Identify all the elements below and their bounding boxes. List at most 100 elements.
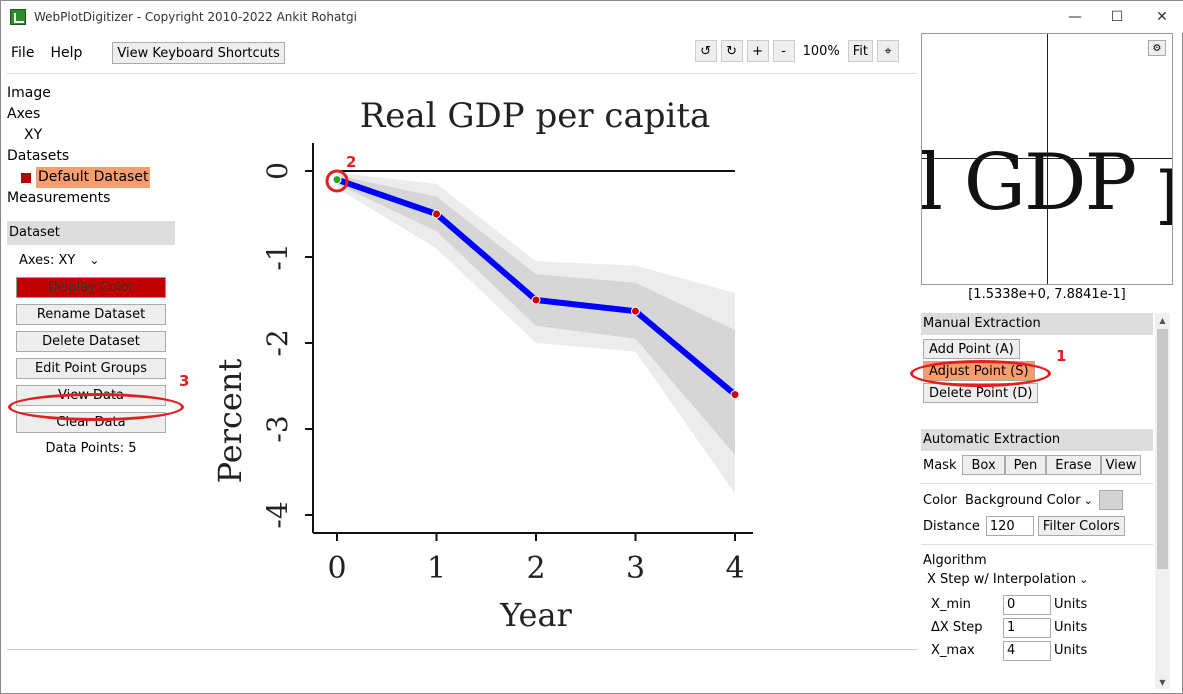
dataset-label: Default Dataset [36,167,151,188]
x-tick-label: 1 [427,551,446,586]
menu-divider [7,73,917,74]
right-panel-scrollbar[interactable]: ▲ ▼ [1155,313,1170,689]
mask-label: Mask [923,457,957,473]
xstep-input[interactable]: 1 [1003,617,1051,638]
annotation-oval-view-data [8,393,184,421]
dataset-color-swatch [21,172,31,183]
xmax-units: Units [1054,643,1088,658]
xstep-units: Units [1054,620,1088,635]
chevron-down-icon: ⌄ [1083,493,1093,507]
keyboard-shortcuts-button[interactable]: View Keyboard Shortcuts [112,42,285,64]
close-button[interactable]: ✕ [1156,9,1168,25]
menu-file[interactable]: File [11,45,35,61]
annotation-number-1: 1 [1056,347,1067,365]
divider [921,483,1153,484]
y-axis-label: Percent [211,359,249,484]
maximize-button[interactable]: ☐ [1110,9,1124,25]
annotation-number-2: 2 [346,153,356,171]
color-swatch[interactable] [1098,490,1123,510]
algorithm-label: Algorithm [923,553,987,568]
dataset-section-header: Dataset [7,221,175,245]
distance-label: Distance [923,518,980,534]
data-points-count: Data Points: 5 [45,441,137,456]
rotate-right-icon[interactable]: ↻ [720,40,743,62]
x-tick-label: 0 [327,551,346,586]
plot-canvas[interactable]: Real GDP per capita Percent Year 0 -1 -2 -3… [191,81,791,641]
edit-point-groups-button[interactable]: Edit Point Groups [16,358,166,379]
algorithm-label-row: Algorithm [921,553,1153,568]
divider [921,544,1153,545]
xmin-label: X_min [931,597,971,612]
automatic-extraction-header: Automatic Extraction [921,429,1153,451]
menu-help[interactable]: Help [50,45,83,61]
xmax-label: X_max [931,643,975,658]
scroll-down-icon[interactable]: ▼ [1159,677,1166,687]
status-divider [7,649,917,650]
zoom-in-button[interactable]: + [746,40,769,62]
scroll-thumb[interactable] [1157,329,1168,569]
delete-dataset-button[interactable]: Delete Dataset [16,331,166,352]
display-color-button[interactable]: Display Color [16,277,166,298]
axes-select[interactable]: Axes: XY ⌄ [19,249,177,271]
mask-pen-button[interactable]: Pen [1004,455,1047,475]
mask-box-button[interactable]: Box [962,455,1005,475]
annotation-number-3: 3 [179,372,190,390]
chevron-down-icon: ⌄ [89,253,100,267]
data-point [730,390,740,400]
y-tick-label: 0 [261,162,294,180]
annotation-oval-adjust-point [910,360,1051,387]
menu-bar: File Help View Keyboard Shortcuts ↺ ↻ + … [1,35,917,71]
chart-plot-layer: 0 -1 -2 -3 -4 0 1 2 3 4 [261,143,753,586]
xstep-row: ΔX Step 1 Units [931,616,1153,639]
filter-colors-button[interactable]: Filter Colors [1037,516,1125,536]
x-tick-label: 4 [725,551,744,586]
x-tick-label: 3 [626,551,645,586]
algorithm-select-value: X Step w/ Interpolation [927,572,1077,587]
xmin-input[interactable]: 0 [1003,594,1051,615]
confidence-band-outer [337,172,735,494]
xmin-units: Units [1054,597,1088,612]
axes-select-value: Axes: XY [19,252,76,268]
distance-input[interactable]: 120 [985,516,1034,536]
x-tick-label: 2 [526,551,545,586]
window-title: WebPlotDigitizer - Copyright 2010-2022 A… [34,10,357,24]
data-point [432,209,441,219]
y-tick-label: -3 [261,415,294,442]
magnifier-settings-icon[interactable]: ⚙ [1148,40,1166,56]
chevron-down-icon: ⌄ [1079,573,1089,586]
mask-erase-button[interactable]: Erase [1046,455,1101,475]
y-tick-label: -2 [261,329,294,356]
scroll-up-icon[interactable]: ▲ [1159,315,1166,325]
confidence-band-inner [337,175,735,455]
y-tick-label: -4 [261,501,294,528]
add-point-button[interactable]: Add Point (A) [923,339,1020,359]
tree-datasets[interactable]: Datasets [7,148,70,164]
title-bar: WebPlotDigitizer - Copyright 2010-2022 A… [1,1,1183,33]
rotate-left-icon[interactable]: ↺ [694,40,717,62]
crosshair-icon[interactable]: ⌖ [877,40,899,62]
annotation-circle-point [325,169,349,193]
cursor-coordinates: [1.5338e+0, 7.8841e-1] [968,287,1126,302]
tree-axes-xy[interactable]: XY [24,127,43,143]
xmax-input[interactable]: 4 [1003,640,1051,661]
color-mode-select[interactable]: Background Color [964,492,1081,508]
y-tick-label: -1 [261,243,294,270]
mask-view-button[interactable]: View [1100,455,1142,475]
delete-point-button[interactable]: Delete Point (D) [923,383,1039,403]
distance-row: Distance 120 Filter Colors [921,516,1153,536]
tree-axes[interactable]: Axes [7,106,41,122]
tree-default-dataset[interactable]: Default Dataset [7,167,177,188]
tree-image[interactable]: Image [7,85,51,101]
data-point [631,306,640,316]
tree-measurements[interactable]: Measurements [7,190,111,206]
algorithm-select[interactable]: X Step w/ Interpolation ⌄ [921,572,1153,587]
chart-svg[interactable]: Real GDP per capita Percent Year 0 -1 -2 -3… [191,81,791,641]
rename-dataset-button[interactable]: Rename Dataset [16,304,166,325]
fit-button[interactable]: Fit [847,40,873,62]
app-logo-icon [10,9,26,25]
chart-title: Real GDP per capita [360,96,711,136]
zoom-out-button[interactable]: - [772,40,795,62]
minimize-button[interactable]: — [1068,9,1082,25]
selected-data-point [332,175,342,185]
